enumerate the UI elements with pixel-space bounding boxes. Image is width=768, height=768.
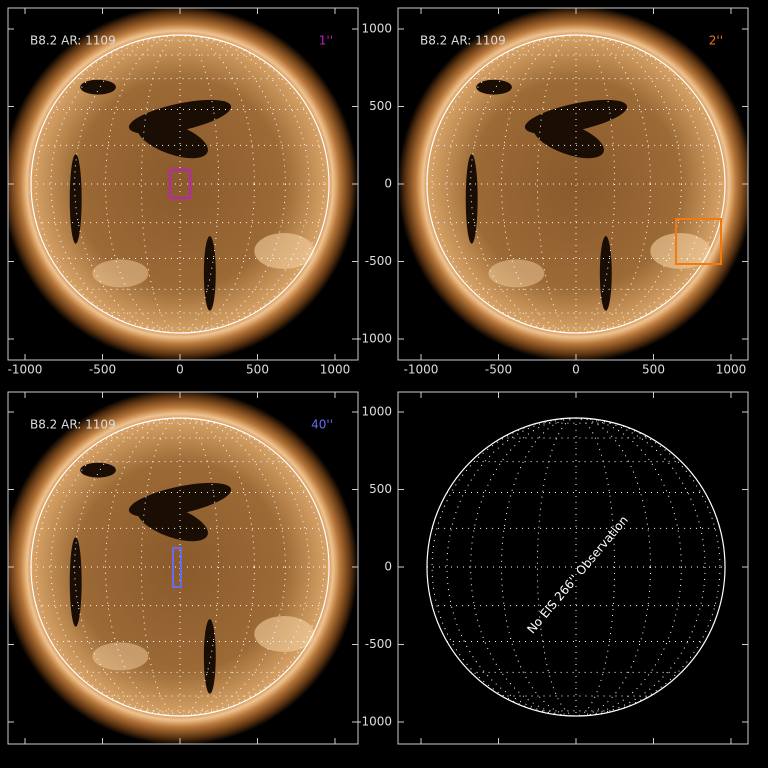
y-tick-label: 1000 (361, 405, 392, 419)
bright-region (650, 233, 711, 270)
coronal-hole (533, 120, 604, 159)
slit-label: 40'' (311, 418, 333, 432)
bright-region (254, 616, 315, 653)
y-tick-label: -1000 (357, 332, 392, 346)
y-tick-label: -500 (365, 637, 392, 651)
bright-region (92, 259, 149, 288)
panel-label: B8.2 AR: 1109 (420, 34, 506, 48)
x-tick-label: 1000 (716, 363, 747, 377)
x-tick-label: 1000 (320, 363, 351, 377)
coronal-hole (203, 619, 216, 694)
y-tick-label: 500 (369, 482, 392, 496)
frame (397, 391, 749, 745)
panel-label: B8.2 AR: 1109 (30, 418, 116, 432)
y-tick-label: -1000 (357, 715, 392, 729)
limb (426, 417, 726, 717)
slit-label: 2'' (709, 34, 723, 48)
slit-box (172, 547, 182, 588)
coronal-hole (203, 236, 216, 311)
y-tick-label: 0 (384, 560, 392, 574)
coronal-hole (80, 79, 116, 95)
longitude-line (74, 34, 286, 334)
slit-label: 1'' (319, 34, 333, 48)
frame (7, 391, 359, 745)
coronal-hole (465, 154, 478, 244)
panel (8, 8, 358, 360)
slit-box (675, 218, 722, 265)
coronal-hole (80, 462, 116, 478)
x-tick-label: -500 (485, 363, 512, 377)
coronal-hole (476, 79, 512, 95)
coronal-hole (69, 537, 82, 627)
bright-region (488, 259, 545, 288)
longitude-line (431, 417, 721, 717)
x-tick-label: -500 (89, 363, 116, 377)
coronal-hole (137, 120, 208, 159)
longitude-line (470, 34, 682, 334)
panel-label: B8.2 AR: 1109 (30, 34, 116, 48)
bright-region (92, 642, 149, 671)
longitude-line (50, 34, 310, 334)
x-tick-label: 0 (572, 363, 580, 377)
slit-box (169, 169, 191, 199)
y-tick-label: 1000 (361, 22, 392, 36)
panel (8, 392, 358, 744)
limb (30, 34, 330, 334)
longitude-line (35, 34, 325, 334)
x-tick-label: -1000 (404, 363, 439, 377)
panel (398, 8, 748, 360)
longitude-line (74, 417, 286, 717)
x-tick-label: 0 (176, 363, 184, 377)
longitude-line (470, 417, 682, 717)
x-tick-label: -1000 (8, 363, 43, 377)
longitude-line (35, 417, 325, 717)
longitude-line (446, 417, 706, 717)
y-tick-label: -500 (365, 254, 392, 268)
x-tick-label: 500 (246, 363, 269, 377)
coronal-hole (69, 154, 82, 244)
coronal-hole (599, 236, 612, 311)
x-tick-label: 500 (642, 363, 665, 377)
coronal-hole (137, 503, 208, 542)
longitude-line (50, 417, 310, 717)
longitude-line (446, 34, 706, 334)
longitude-line (431, 34, 721, 334)
limb (30, 417, 330, 717)
y-tick-label: 500 (369, 99, 392, 113)
bright-region (254, 233, 315, 270)
panel (426, 417, 726, 717)
y-tick-label: 0 (384, 177, 392, 191)
limb (426, 34, 726, 334)
